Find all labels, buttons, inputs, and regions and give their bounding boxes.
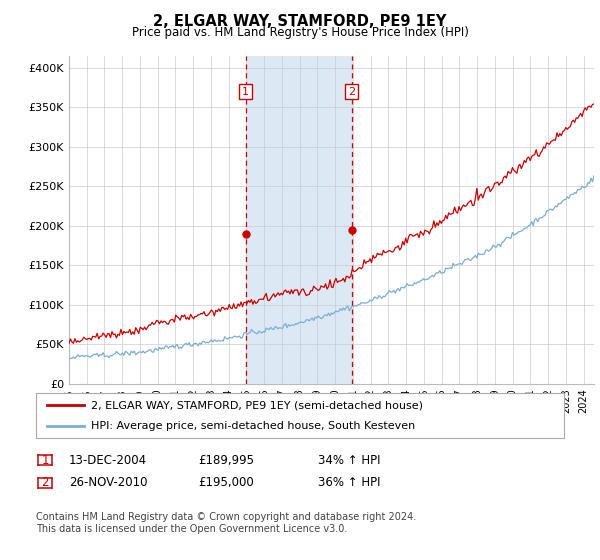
Text: 2, ELGAR WAY, STAMFORD, PE9 1EY: 2, ELGAR WAY, STAMFORD, PE9 1EY: [154, 14, 446, 29]
Text: £195,000: £195,000: [198, 476, 254, 489]
Text: 1: 1: [41, 454, 49, 467]
Text: 13-DEC-2004: 13-DEC-2004: [69, 454, 147, 467]
Text: 2: 2: [348, 87, 355, 96]
Text: Contains HM Land Registry data © Crown copyright and database right 2024.
This d: Contains HM Land Registry data © Crown c…: [36, 512, 416, 534]
Text: 26-NOV-2010: 26-NOV-2010: [69, 476, 148, 489]
Text: 34% ↑ HPI: 34% ↑ HPI: [318, 454, 380, 467]
Text: 2, ELGAR WAY, STAMFORD, PE9 1EY (semi-detached house): 2, ELGAR WAY, STAMFORD, PE9 1EY (semi-de…: [91, 400, 424, 410]
Text: £189,995: £189,995: [198, 454, 254, 467]
Text: Price paid vs. HM Land Registry's House Price Index (HPI): Price paid vs. HM Land Registry's House …: [131, 26, 469, 39]
Bar: [245, 56, 352, 384]
Text: 36% ↑ HPI: 36% ↑ HPI: [318, 476, 380, 489]
Text: HPI: Average price, semi-detached house, South Kesteven: HPI: Average price, semi-detached house,…: [91, 421, 416, 431]
Text: 1: 1: [242, 87, 249, 96]
Text: 2: 2: [41, 476, 49, 489]
